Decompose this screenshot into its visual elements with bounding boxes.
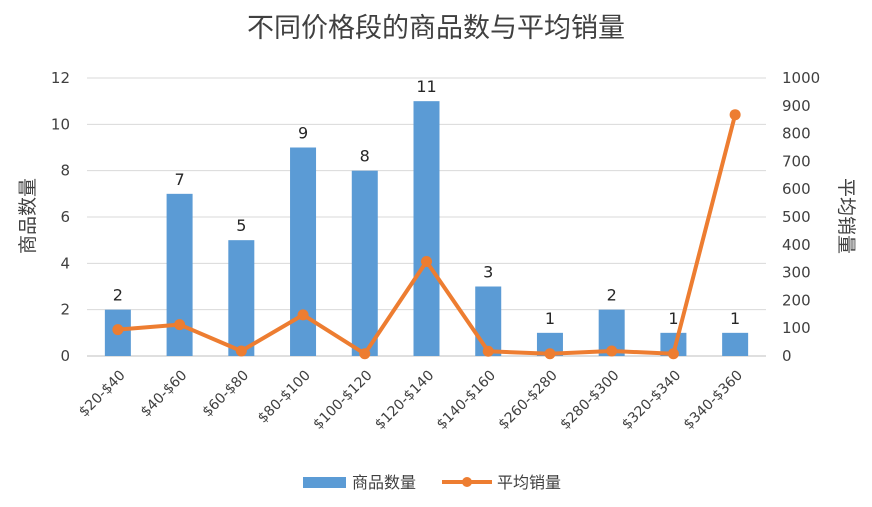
y-tick-label: 4 [60,254,70,272]
y2-tick-label: 600 [782,180,811,198]
x-tick-label: $280-$300 [557,368,622,433]
bar [536,332,563,356]
y2-tick-label: 0 [782,347,792,365]
y2-tick-label: 500 [782,208,811,226]
legend-marker-line [462,477,472,487]
y-axis-title: 商品数量 [17,178,39,254]
bar-data-label: 2 [607,286,617,305]
left-axis-ticks: 0 2 4 6 8 10 12 [51,69,70,365]
legend-swatch-bar [303,477,346,488]
bar [166,193,193,356]
bar [660,332,687,356]
line-point [112,324,124,336]
y-tick-label: 8 [60,162,70,180]
bar-data-label: 5 [236,216,246,235]
y2-tick-label: 400 [782,236,811,254]
x-tick-label: $260-$280 [496,368,561,433]
chart-title: 不同价格段的商品数与平均销量 [247,13,625,44]
bar-data-label: 2 [113,286,123,305]
line-point [482,345,494,357]
bar-data-label: 1 [668,309,678,328]
y-tick-label: 2 [60,301,70,319]
line-point [421,255,432,267]
line-point [359,348,371,360]
bar-data-label: 11 [416,77,436,96]
line-point [729,109,741,121]
bar [290,147,317,356]
bar-data-label: 1 [545,309,555,328]
y2-tick-label: 900 [782,97,811,115]
legend-label-line: 平均销量 [497,473,561,492]
y2-axis-title: 平均销量 [835,178,857,254]
y2-tick-label: 1000 [782,69,820,87]
bar-data-label: 8 [360,147,370,166]
legend: 商品数量 平均销量 [303,473,561,492]
y2-tick-label: 100 [782,319,811,337]
x-tick-label: $340-$360 [681,368,746,433]
line-point [667,348,679,360]
x-tick-label: $120-$140 [372,368,437,433]
line-point [174,319,186,331]
line-point [606,345,618,357]
bar-data-label: 1 [730,309,740,328]
y-tick-label: 12 [51,69,70,87]
y-tick-label: 0 [60,347,70,365]
x-tick-label: $20-$40 [76,368,129,421]
bar-data-label: 3 [483,263,493,282]
line-point [297,309,309,321]
line-point [235,345,247,357]
y2-tick-label: 300 [782,264,811,282]
x-axis-ticks: $20-$40 $40-$60 $60-$80 $80-$100$100-$120$1… [76,368,746,433]
x-tick-label: $80-$100 [255,368,314,427]
x-tick-label: $40-$60 [138,368,191,421]
y2-tick-label: 200 [782,291,811,309]
y-tick-label: 6 [60,208,70,226]
y-tick-label: 10 [51,115,70,133]
bar-data-label: 9 [298,124,308,143]
right-axis-ticks: 0 100 200 300 400 500 600 700 800 900 1000 [782,69,820,365]
legend-label-bar: 商品数量 [352,473,416,492]
x-tick-label: $100-$120 [310,368,375,433]
y2-tick-label: 700 [782,152,811,170]
bar [351,170,378,356]
y2-tick-label: 800 [782,125,811,143]
x-tick-label: $60-$80 [199,368,252,421]
line-series [112,109,741,360]
x-tick-label: $140-$160 [434,368,499,433]
bar [475,286,502,356]
bar [722,332,749,356]
x-tick-label: $320-$340 [619,368,684,433]
bar [228,240,255,356]
bar-series [104,101,749,357]
line-point [544,348,556,360]
bar [413,101,440,357]
bar-data-label: 7 [174,170,184,189]
